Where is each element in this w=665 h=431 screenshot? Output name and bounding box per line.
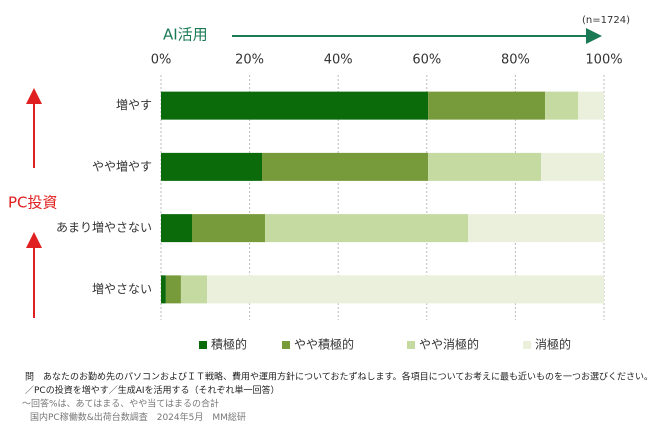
y-tick-label: 増やす <box>116 98 152 112</box>
bar-segment <box>467 214 604 243</box>
x-tick-label: 40% <box>324 53 353 68</box>
note: 〜回答%は、あてはまる、やや当てはまるの合計 <box>22 398 219 410</box>
bar-segment <box>180 275 208 304</box>
note: ／PCの投資を増やす／生成AIを活用する（それぞれ単一回答） <box>25 384 280 396</box>
x-tick-label: 60% <box>412 53 441 68</box>
y-tick-label: あまり増やさない <box>56 221 152 235</box>
bar-segment <box>428 152 542 181</box>
legend-marker <box>199 341 207 349</box>
bar-segment <box>161 91 429 120</box>
legend-label: 積極的 <box>211 337 247 352</box>
bar-segment <box>428 91 546 120</box>
x-tick-label: 80% <box>501 53 530 68</box>
x-axis-label: AI活用 <box>163 26 208 44</box>
bar-segment <box>165 275 181 304</box>
bar-segment <box>541 152 604 181</box>
bar-segment <box>578 91 604 120</box>
bar-segment <box>262 152 429 181</box>
legend-label: やや消極的 <box>419 337 479 352</box>
note: 国内PC稼働数&出荷台数調査 2024年5月 MM総研 <box>30 411 246 423</box>
bar-segment <box>161 214 193 243</box>
note: 問 あなたのお勤め先のパソコンおよびＩＴ戦略、費用や運用方針についておたずねしま… <box>25 371 653 383</box>
x-tick-label: 20% <box>235 53 264 68</box>
bar-segment <box>161 152 263 181</box>
legend-marker <box>523 341 531 349</box>
legend-marker <box>407 341 415 349</box>
y-tick-label: やや増やす <box>92 159 152 173</box>
legend-label: やや積極的 <box>294 337 354 352</box>
bar-segment <box>265 214 468 243</box>
bar-segment <box>545 91 579 120</box>
bar-segment <box>192 214 266 243</box>
y-axis-label: PC投資 <box>8 194 58 212</box>
sample-note: (n=1724) <box>582 15 630 26</box>
x-tick-label: 100% <box>585 53 622 68</box>
y-tick-label: 増やさない <box>92 282 152 296</box>
legend-marker <box>282 341 290 349</box>
notes: 問 あなたのお勤め先のパソコンおよびＩＴ戦略、費用や運用方針についておたずねしま… <box>22 371 653 424</box>
bar-segment <box>207 275 604 304</box>
legend-label: 消極的 <box>535 337 571 352</box>
x-tick-label: 0% <box>151 53 172 68</box>
bar-segment <box>161 275 166 304</box>
